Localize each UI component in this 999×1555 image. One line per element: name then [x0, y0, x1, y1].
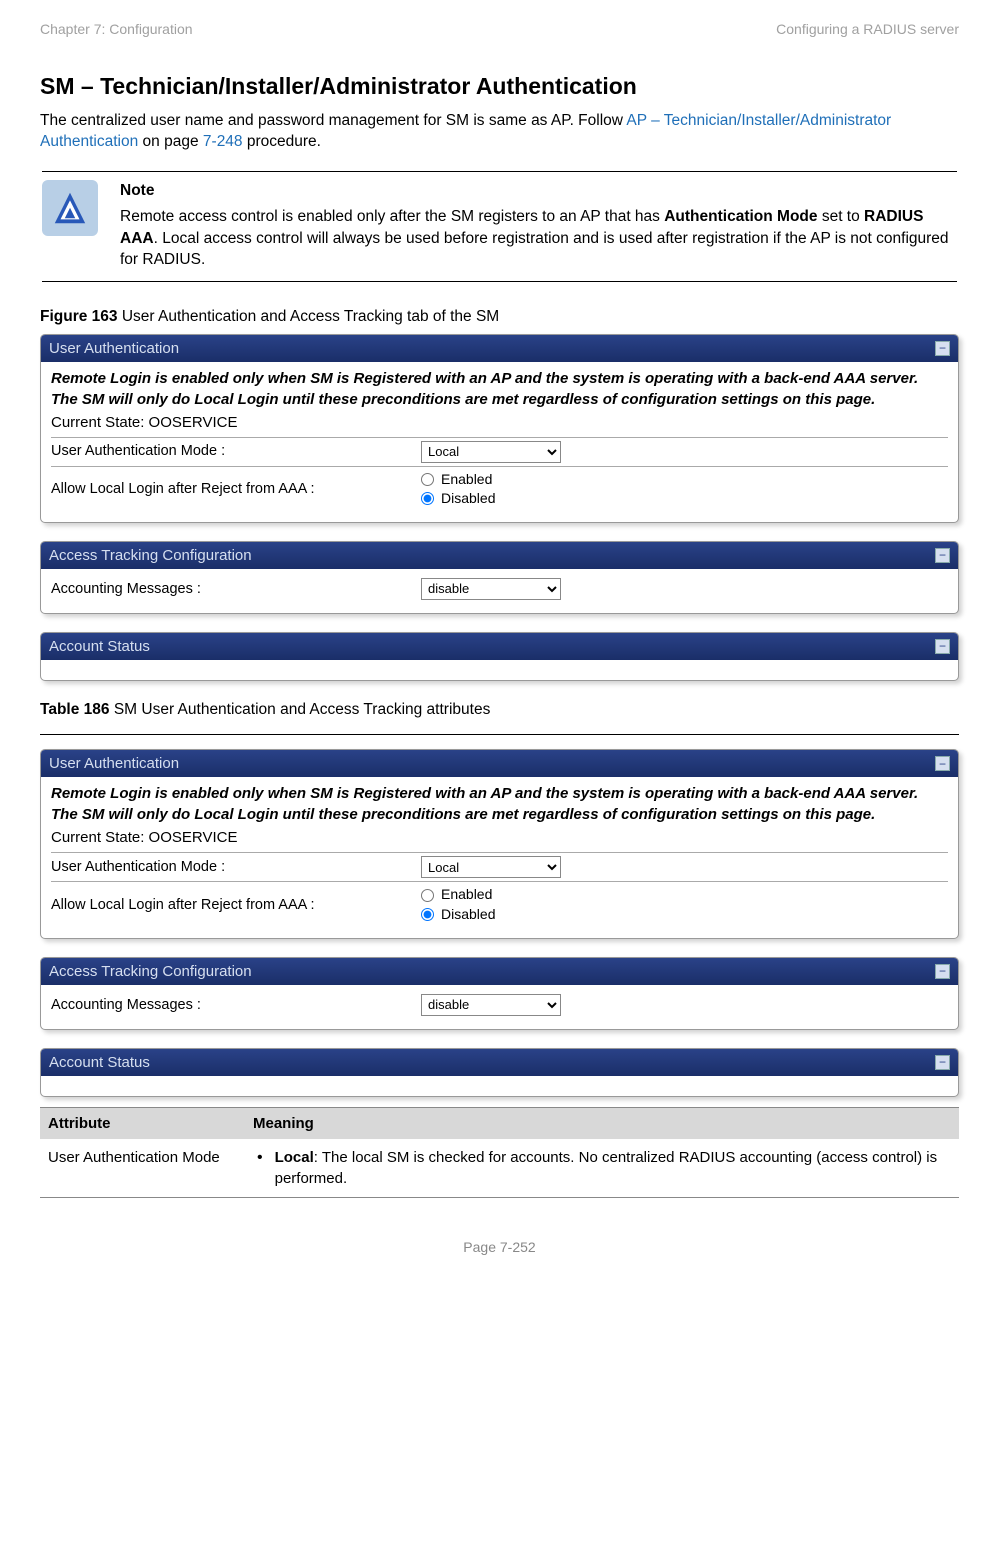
table-caption-text: SM User Authentication and Access Tracki…	[110, 701, 491, 718]
table-label: Table 186	[40, 701, 110, 718]
collapse-icon[interactable]: −	[935, 1055, 950, 1070]
intro-text-post: procedure.	[243, 133, 321, 150]
user-auth-panel-2: User Authentication − Remote Login is en…	[40, 749, 959, 938]
disabled-radio-line: Disabled	[421, 489, 948, 509]
attr-name: User Authentication Mode	[48, 1147, 253, 1189]
attr-header: Attribute	[48, 1113, 253, 1134]
enabled-radio-line: Enabled	[421, 470, 948, 490]
accounting-select[interactable]: disable	[421, 578, 561, 600]
access-tracking-panel-2: Access Tracking Configuration − Accounti…	[40, 957, 959, 1030]
accounting-row: Accounting Messages : disable	[51, 991, 948, 1019]
note-title: Note	[120, 180, 957, 202]
meaning-header: Meaning	[253, 1113, 314, 1134]
table-caption: Table 186 SM User Authentication and Acc…	[40, 699, 959, 721]
accounting-label: Accounting Messages :	[51, 995, 421, 1015]
figure-caption-text: User Authentication and Access Tracking …	[118, 308, 500, 325]
table-header-row: Attribute Meaning	[40, 1107, 959, 1139]
account-status-panel: Account Status −	[40, 632, 959, 681]
attributes-table: Attribute Meaning User Authentication Mo…	[40, 1107, 959, 1198]
enabled-radio[interactable]	[421, 889, 434, 902]
attr-meaning: • Local: The local SM is checked for acc…	[253, 1147, 951, 1189]
panel-intro: Remote Login is enabled only when SM is …	[51, 783, 948, 825]
panel-title: User Authentication	[49, 338, 179, 359]
enabled-radio-line: Enabled	[421, 885, 948, 905]
panel-title: Access Tracking Configuration	[49, 545, 252, 566]
section-title: SM – Technician/Installer/Administrator …	[40, 70, 959, 102]
current-state: Current State: OOSERVICE	[51, 412, 948, 433]
auth-mode-row: User Authentication Mode : Local	[51, 852, 948, 881]
auth-mode-row: User Authentication Mode : Local	[51, 437, 948, 466]
accounting-label: Accounting Messages :	[51, 579, 421, 599]
figure-label: Figure 163	[40, 308, 118, 325]
table-row: User Authentication Mode • Local: The lo…	[40, 1139, 959, 1198]
note-icon	[42, 180, 98, 236]
accounting-row: Accounting Messages : disable	[51, 575, 948, 603]
panel-title: Account Status	[49, 636, 150, 657]
panel-header: Account Status −	[41, 1049, 958, 1076]
panel-header: Access Tracking Configuration −	[41, 542, 958, 569]
disabled-radio[interactable]	[421, 492, 434, 505]
bullet-icon: •	[257, 1147, 263, 1189]
disabled-radio[interactable]	[421, 908, 434, 921]
collapse-icon[interactable]: −	[935, 639, 950, 654]
panel-title: Account Status	[49, 1052, 150, 1073]
panel-header: User Authentication −	[41, 750, 958, 777]
local-login-row: Allow Local Login after Reject from AAA …	[51, 466, 948, 512]
auth-mode-select[interactable]: Local	[421, 441, 561, 463]
panel-header: Account Status −	[41, 633, 958, 660]
user-auth-panel: User Authentication − Remote Login is en…	[40, 334, 959, 523]
local-login-label: Allow Local Login after Reject from AAA …	[51, 479, 421, 499]
intro-page-link[interactable]: 7-248	[203, 133, 243, 150]
disabled-radio-line: Disabled	[421, 905, 948, 925]
note-body: Remote access control is enabled only af…	[120, 206, 957, 271]
access-tracking-panel: Access Tracking Configuration − Accounti…	[40, 541, 959, 614]
auth-mode-label: User Authentication Mode :	[51, 857, 421, 877]
panel-header: Access Tracking Configuration −	[41, 958, 958, 985]
note-content: Note Remote access control is enabled on…	[120, 180, 957, 271]
section-label: Configuring a RADIUS server	[776, 20, 959, 40]
figure-caption: Figure 163 User Authentication and Acces…	[40, 306, 959, 328]
intro-text-mid: on page	[138, 133, 203, 150]
local-login-label: Allow Local Login after Reject from AAA …	[51, 895, 421, 915]
collapse-icon[interactable]: −	[935, 341, 950, 356]
collapse-icon[interactable]: −	[935, 548, 950, 563]
intro-text: The centralized user name and password m…	[40, 112, 626, 129]
divider	[40, 734, 959, 735]
account-status-panel-2: Account Status −	[40, 1048, 959, 1097]
panel-header: User Authentication −	[41, 335, 958, 362]
chapter-label: Chapter 7: Configuration	[40, 20, 193, 40]
auth-mode-select[interactable]: Local	[421, 856, 561, 878]
enabled-radio[interactable]	[421, 473, 434, 486]
page-footer: Page 7-252	[40, 1238, 959, 1258]
intro-paragraph: The centralized user name and password m…	[40, 110, 959, 153]
collapse-icon[interactable]: −	[935, 964, 950, 979]
auth-mode-label: User Authentication Mode :	[51, 441, 421, 461]
panel-intro: Remote Login is enabled only when SM is …	[51, 368, 948, 410]
note-box: Note Remote access control is enabled on…	[42, 171, 957, 282]
collapse-icon[interactable]: −	[935, 756, 950, 771]
panel-title: Access Tracking Configuration	[49, 961, 252, 982]
accounting-select[interactable]: disable	[421, 994, 561, 1016]
page-header: Chapter 7: Configuration Configuring a R…	[40, 20, 959, 40]
current-state: Current State: OOSERVICE	[51, 827, 948, 848]
local-login-row: Allow Local Login after Reject from AAA …	[51, 881, 948, 927]
panel-title: User Authentication	[49, 753, 179, 774]
